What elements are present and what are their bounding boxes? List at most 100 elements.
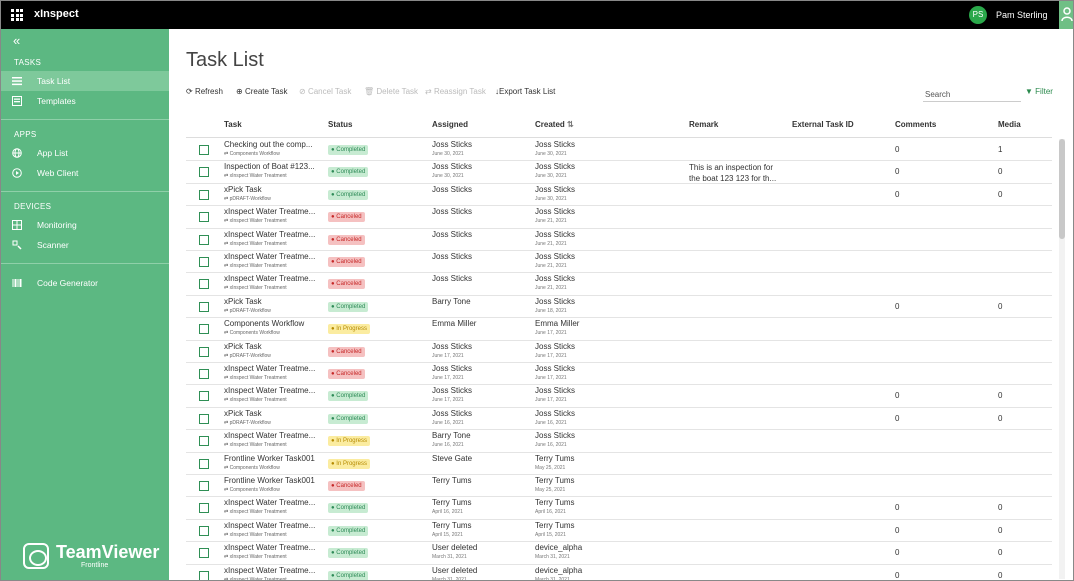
row-checkbox[interactable] [199,234,209,245]
col-remark[interactable]: Remark [689,120,719,129]
task-name[interactable]: xInspect Water Treatme... [224,364,316,373]
filter-button[interactable]: ▼ Filter [1025,87,1053,96]
status-dot-icon: ● [331,326,337,333]
task-name[interactable]: xInspect Water Treatme... [224,229,316,239]
row-checkbox[interactable] [199,369,209,379]
row-checkbox[interactable] [199,436,209,447]
table-row[interactable]: xInspect Water Treatme... ⇄ xInspect Wate… [186,520,1052,543]
row-checkbox[interactable] [199,167,209,178]
created-date: May 25, 2021 [535,487,566,493]
row-checkbox[interactable] [199,570,209,580]
table-row[interactable]: xInspect Water Treatme... ⇄ xInspect Wate… [186,430,1052,453]
col-task[interactable]: Task [224,120,242,129]
table-row[interactable]: xInspect Water Treatme... ⇄ xInspect Wate… [186,542,1052,565]
table-row[interactable]: xInspect Water Treatme... ⇄ xInspect Wate… [186,251,1052,274]
swap-icon: ⇄ [425,87,432,96]
task-name[interactable]: xInspect Water Treatme... [224,386,316,396]
task-name[interactable]: Frontline Worker Task001 [224,476,315,485]
sidebar-item-app-list[interactable]: App List [1,143,169,163]
sidebar-item-task-list[interactable]: Task List [1,71,169,91]
app-grid-icon[interactable] [11,9,23,21]
col-created[interactable]: Created [535,120,565,129]
sidebar-item-scanner[interactable]: Scanner [1,235,169,255]
table-row[interactable]: xInspect Water Treatme... ⇄ xInspect Wate… [186,229,1052,251]
reassign-task-button[interactable]: ⇄ Reassign Task [425,87,486,96]
search-input[interactable]: Search [923,87,1021,102]
task-name[interactable]: xInspect Water Treatme... [224,274,316,284]
task-name[interactable]: xInspect Water Treatme... [224,431,316,441]
row-checkbox[interactable] [199,257,209,267]
table-row[interactable]: Frontline Worker Task001 ⇄ Components Wor… [186,453,1052,475]
table-row[interactable]: Frontline Worker Task001 ⇄ Components Wor… [186,475,1052,498]
row-checkbox[interactable] [199,301,209,312]
delete-task-button[interactable]: 🗑 Delete Task [364,87,418,96]
scrollbar[interactable] [1059,139,1065,579]
table-row[interactable]: Checking out the comp... ⇄ Components Wor… [186,139,1052,162]
scrollbar-thumb[interactable] [1059,139,1065,239]
comments-count: 0 [895,503,900,513]
cancel-task-button[interactable]: ⊘ Cancel Task [299,87,351,96]
sidebar-item-templates[interactable]: Templates [1,91,169,111]
row-checkbox[interactable] [199,279,209,290]
task-name[interactable]: xPick Task [224,408,262,418]
row-checkbox[interactable] [199,413,209,424]
sidebar-item-web-client[interactable]: Web Client [1,163,169,183]
sidebar-item-monitoring[interactable]: Monitoring [1,215,169,235]
collapse-sidebar-icon[interactable]: « [13,33,21,48]
task-name[interactable]: Components Workflow [224,319,305,329]
task-name[interactable]: xPick Task [224,296,262,306]
table-row[interactable]: xInspect Water Treatme... ⇄ xInspect Wate… [186,273,1052,296]
task-name[interactable]: Inspection of Boat #123... [224,162,315,172]
table-row[interactable]: xInspect Water Treatme... ⇄ xInspect Wate… [186,565,1052,580]
row-checkbox[interactable] [199,548,209,559]
task-name[interactable]: Frontline Worker Task001 [224,453,315,463]
col-comments[interactable]: Comments [895,120,937,129]
row-checkbox[interactable] [199,503,209,514]
task-name[interactable]: xInspect Water Treatme... [224,520,316,530]
table-row[interactable]: xInspect Water Treatme... ⇄ xInspect Wate… [186,385,1052,408]
refresh-button[interactable]: ⟳ Refresh [186,87,223,96]
table-row[interactable]: xPick Task ⇄ pDRAFT-Workflow ● Completed Ba… [186,296,1052,319]
table-row[interactable]: xPick Task ⇄ pDRAFT-Workflow ● Canceled Jos… [186,341,1052,363]
task-name[interactable]: xInspect Water Treatme... [224,565,316,575]
col-assigned[interactable]: Assigned [432,120,469,129]
row-checkbox[interactable] [199,525,209,536]
task-name[interactable]: xPick Task [224,184,262,194]
avatar[interactable]: PS [969,6,987,24]
row-checkbox[interactable] [199,324,209,335]
table-row[interactable]: xInspect Water Treatme... ⇄ xInspect Wate… [186,363,1052,386]
workflow-name: ⇄ xInspect Water Treatment [224,509,287,516]
created-by: Joss Sticks [535,162,576,172]
task-name[interactable]: xInspect Water Treatme... [224,498,316,508]
table-row[interactable]: Components Workflow ⇄ Components Workflow… [186,318,1052,341]
task-name[interactable]: xPick Task [224,341,262,351]
create-task-button[interactable]: ⊕ Create Task [236,87,287,96]
table-row[interactable]: xPick Task ⇄ pDRAFT-Workflow ● Completed Jo… [186,408,1052,431]
row-checkbox[interactable] [199,391,209,402]
export-task-list-button[interactable]: ↓Export Task List [495,87,555,96]
account-settings-icon[interactable] [1059,1,1073,29]
sidebar-divider [1,191,169,192]
col-external-task-id[interactable]: External Task ID [792,120,854,129]
table-row[interactable]: xInspect Water Treatme... ⇄ xInspect Wate… [186,206,1052,229]
task-name[interactable]: xInspect Water Treatme... [224,207,316,217]
sidebar-item-code-generator[interactable]: Code Generator [1,273,169,293]
user-name[interactable]: Pam Sterling [996,10,1048,20]
workflow-icon: ⇄ [224,464,230,471]
table-row[interactable]: xInspect Water Treatme... ⇄ xInspect Wate… [186,497,1052,520]
col-media[interactable]: Media [998,120,1021,129]
col-status[interactable]: Status [328,120,353,129]
row-checkbox[interactable] [199,189,209,200]
row-checkbox[interactable] [199,458,209,469]
sort-icon[interactable]: ⇅ [567,120,574,129]
row-checkbox[interactable] [199,212,209,223]
main-content: Task List ⟳ Refresh ⊕ Create Task ⊘ Canc… [169,29,1071,580]
table-row[interactable]: xPick Task ⇄ pDRAFT-Workflow ● Completed Jo… [186,184,1052,207]
row-checkbox[interactable] [199,346,209,357]
row-checkbox[interactable] [199,481,209,491]
task-name[interactable]: Checking out the comp... [224,140,313,149]
row-checkbox[interactable] [199,145,209,155]
table-row[interactable]: Inspection of Boat #123... ⇄ xInspect Wat… [186,161,1052,184]
task-name[interactable]: xInspect Water Treatme... [224,543,316,553]
task-name[interactable]: xInspect Water Treatme... [224,252,316,261]
